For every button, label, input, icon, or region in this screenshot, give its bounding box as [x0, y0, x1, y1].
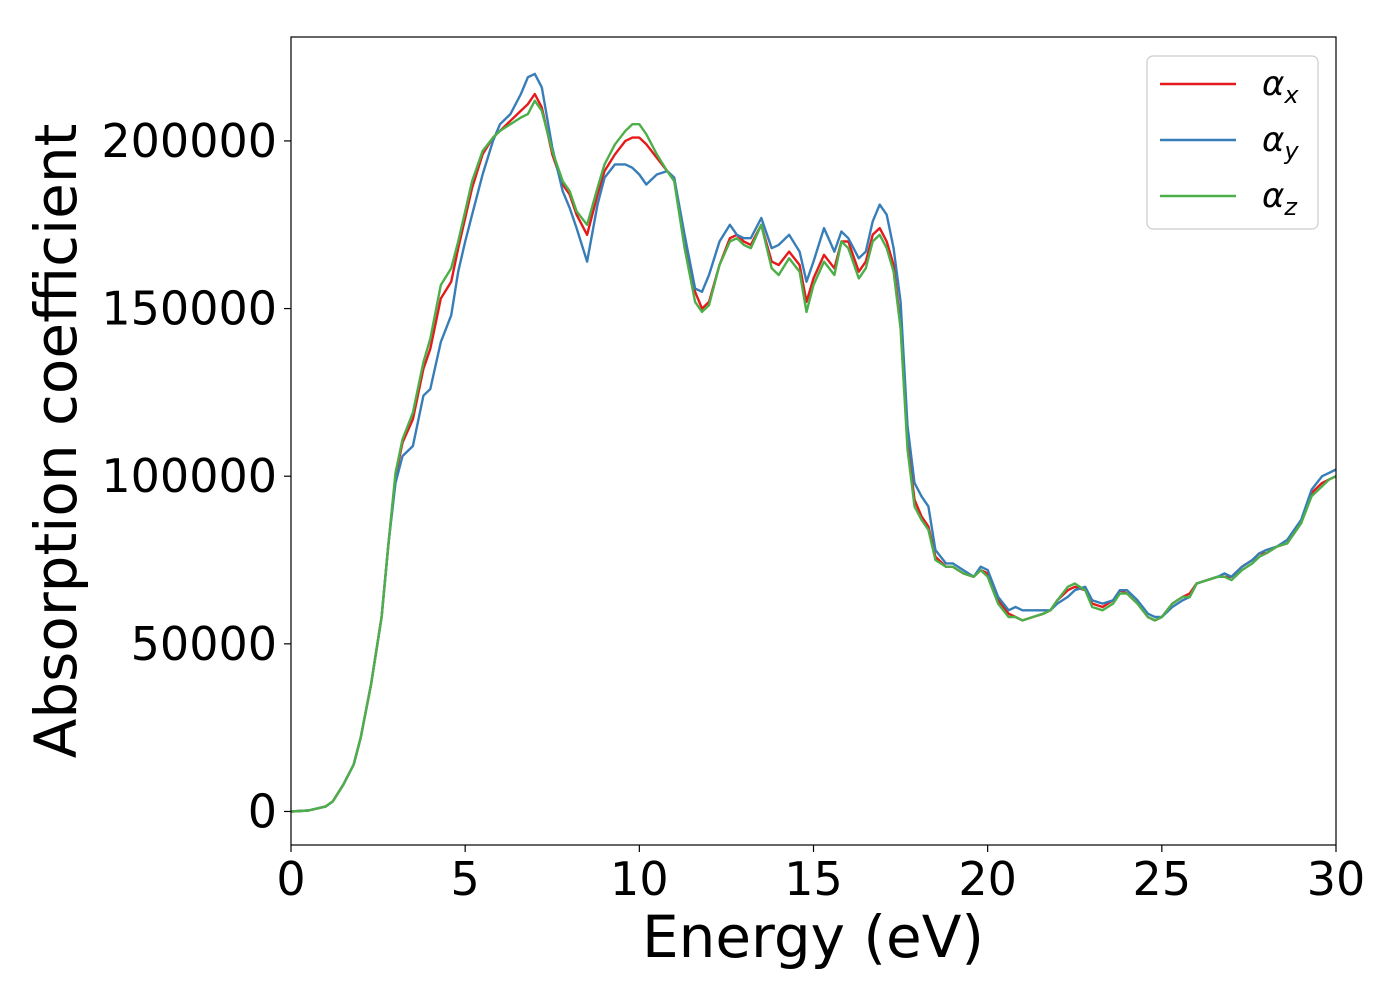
- y-tick-label: 150000: [101, 282, 277, 336]
- legend-label-3: αz: [1262, 176, 1298, 221]
- x-tick-label: 0: [276, 852, 305, 906]
- x-tick-label: 10: [610, 852, 669, 906]
- y-tick-label: 50000: [131, 617, 277, 671]
- y-tick-label: 200000: [101, 114, 277, 168]
- x-tick-label: 20: [958, 852, 1017, 906]
- y-tick-label: 100000: [101, 449, 277, 503]
- plot-lines: [290, 72, 1337, 813]
- series-line-3: [290, 99, 1337, 813]
- x-tick-label: 25: [1133, 852, 1192, 906]
- x-axis-label: Energy (eV): [642, 903, 984, 971]
- x-tick-label: 15: [784, 852, 843, 906]
- y-axis-label: Absorption coefficient: [22, 124, 90, 759]
- x-tick-label: 30: [1307, 852, 1366, 906]
- x-axis: 0 5 10 15 20 25 30: [276, 845, 1365, 906]
- legend: αx αy αz: [1146, 55, 1319, 230]
- legend-label-1: αx: [1262, 64, 1299, 109]
- legend-label-2: αy: [1262, 120, 1299, 165]
- y-tick-label: 0: [248, 784, 277, 838]
- y-axis: 0 50000 100000 150000 200000: [101, 114, 291, 838]
- x-tick-label: 5: [451, 852, 480, 906]
- legend-box: [1146, 55, 1319, 230]
